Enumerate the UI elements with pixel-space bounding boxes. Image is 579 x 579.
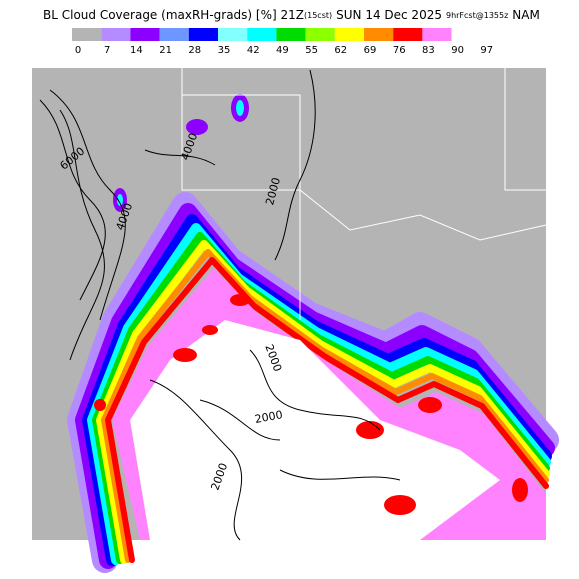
forecast: 9hrFcst@1355z xyxy=(446,11,508,20)
title: BL Cloud Coverage (maxRH-grads) [%] 21Z xyxy=(43,8,304,22)
colorbar-swatch xyxy=(188,28,218,41)
colorbar-label: 7 xyxy=(104,45,110,56)
colorbar: 0 7 14 21 28 35 42 49 55 62 69 76 83 90 97 xyxy=(72,28,510,56)
colorbar-label: 97 xyxy=(480,45,493,56)
colorbar-swatch xyxy=(451,28,481,41)
colorbar-swatch xyxy=(305,28,335,41)
colorbar-label: 0 xyxy=(75,45,81,56)
map: 6000 4000 4000 2000 2000 2000 2000 xyxy=(32,68,559,573)
colorbar-swatch xyxy=(364,28,394,41)
colorbar-label: 35 xyxy=(218,45,231,56)
small-blob-cores xyxy=(117,100,244,206)
red-cells xyxy=(94,294,528,515)
colorbar-label: 42 xyxy=(247,45,260,56)
contours xyxy=(39,69,401,541)
colorbar-label: 28 xyxy=(188,45,201,56)
colorbar-label: 49 xyxy=(276,45,289,56)
colorbar-label: 90 xyxy=(451,45,464,56)
clear-region xyxy=(130,320,500,540)
borders xyxy=(181,68,547,320)
colorbar-swatch xyxy=(101,28,131,41)
colorbar-swatch xyxy=(247,28,277,41)
colorbar-label: 83 xyxy=(422,45,435,56)
colorbar-label: 21 xyxy=(159,45,172,56)
colorbar-swatch xyxy=(276,28,306,41)
model: NAM xyxy=(512,8,540,22)
cloud-bands xyxy=(67,192,559,573)
colorbar-label: 14 xyxy=(130,45,143,56)
colorbar-swatch xyxy=(393,28,423,41)
colorbar-swatch xyxy=(130,28,160,41)
colorbar-swatch xyxy=(72,28,102,41)
colorbar-swatch xyxy=(218,28,248,41)
colorbar-label: 62 xyxy=(334,45,347,56)
colorbar-swatch xyxy=(159,28,189,41)
time-note: (15cst) xyxy=(304,11,332,20)
contour-label: 2000 xyxy=(254,408,284,426)
colorbar-label: 55 xyxy=(305,45,318,56)
colorbar-label: 69 xyxy=(364,45,377,56)
date: SUN 14 Dec 2025 xyxy=(336,8,442,22)
colorbar-swatch xyxy=(334,28,364,41)
header: BL Cloud Coverage (maxRH-grads) [%] 21Z(… xyxy=(43,8,540,22)
colorbar-swatch xyxy=(422,28,452,41)
colorbar-label: 76 xyxy=(393,45,406,56)
colorbar-swatch xyxy=(480,28,510,41)
